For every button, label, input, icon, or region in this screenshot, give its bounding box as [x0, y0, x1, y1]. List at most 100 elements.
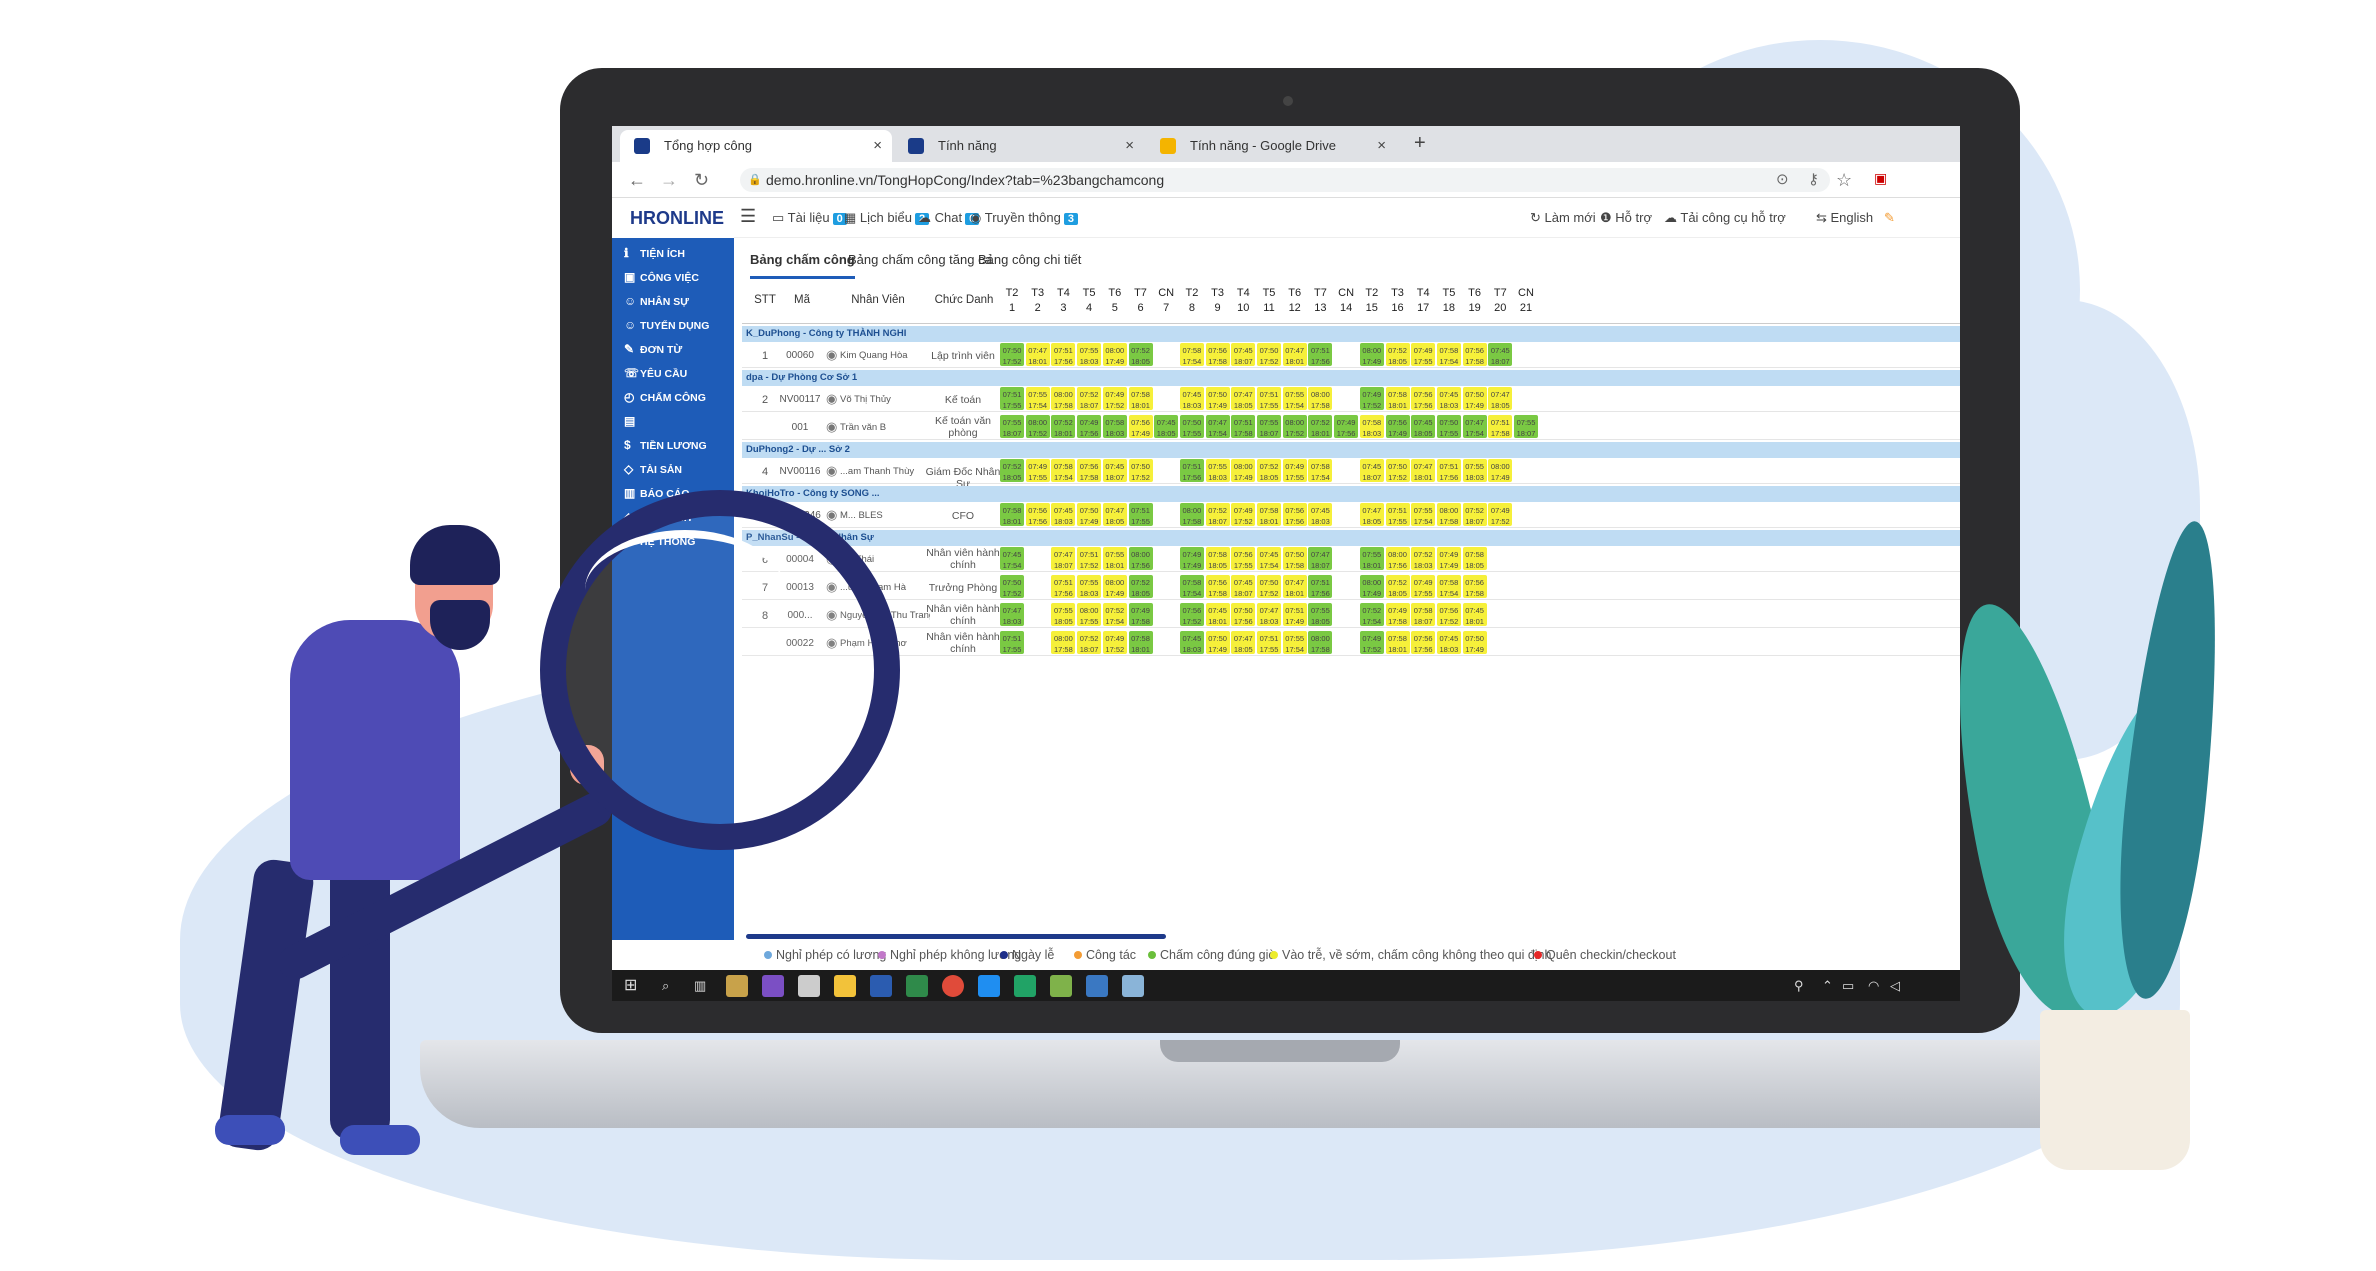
day-cell[interactable]: 07:56 17:55: [1231, 547, 1256, 570]
day-cell[interactable]: 07:45 18:03: [1308, 503, 1333, 526]
day-cell[interactable]: 08:00 17:49: [1359, 343, 1384, 366]
day-cell[interactable]: 07:49 17:58: [1385, 603, 1410, 626]
chrome-icon[interactable]: [942, 975, 964, 997]
day-cell[interactable]: 08:00 17:49: [1488, 459, 1513, 482]
tab-bang-cham-cong[interactable]: Bảng chấm công: [750, 252, 855, 279]
day-cell[interactable]: 07:55 18:07: [1257, 415, 1281, 438]
day-cell[interactable]: 08:00 17:56: [1128, 547, 1153, 570]
day-cell[interactable]: 07:51 17:55: [1385, 503, 1410, 526]
key-icon[interactable]: ⚷: [1808, 171, 1819, 188]
extension-icon[interactable]: ▣: [1874, 170, 1888, 186]
day-cell[interactable]: 07:58 18:01: [1000, 503, 1024, 526]
day-cell[interactable]: 07:52 18:05: [1128, 575, 1153, 598]
day-cell[interactable]: 07:49 17:58: [1128, 603, 1153, 626]
browser-tab[interactable]: Tính năng - Google Drive ×: [1146, 130, 1396, 162]
day-cell[interactable]: 07:50 17:52: [1257, 575, 1281, 598]
day-cell[interactable]: 07:50 17:49: [1205, 631, 1230, 654]
day-cell[interactable]: 07:58 18:03: [1102, 415, 1127, 438]
browser-tab-active[interactable]: Tổng hợp công ×: [620, 130, 892, 162]
day-cell[interactable]: 07:51 17:58: [1488, 415, 1513, 438]
day-cell[interactable]: 07:56 17:58: [1077, 459, 1102, 482]
day-cell[interactable]: 07:50 17:58: [1282, 547, 1307, 570]
table-row[interactable]: 1 00060 ◉ Kim Quang Hòa Lập trình viên 07:50 …: [742, 342, 1960, 368]
day-cell[interactable]: 07:56 17:56: [1025, 503, 1050, 526]
day-cell[interactable]: 07:45 18:07: [1231, 575, 1256, 598]
excel-tool-icon[interactable]: [906, 975, 928, 997]
day-cell[interactable]: 07:49 17:55: [1411, 575, 1436, 598]
day-cell[interactable]: 07:56 17:56: [1411, 631, 1436, 654]
file-explorer-icon[interactable]: [834, 975, 856, 997]
table-row[interactable]: 00022 ◉ Phạm Hoài Thơ Nhân viên hành chính 0…: [742, 630, 1960, 656]
day-cell[interactable]: 08:00 17:58: [1308, 631, 1333, 654]
day-cell[interactable]: 07:49 17:56: [1334, 415, 1359, 438]
day-cell[interactable]: 07:56 17:49: [1385, 415, 1410, 438]
day-cell[interactable]: 08:00 17:52: [1282, 415, 1307, 438]
day-cell[interactable]: 07:52 18:07: [1462, 503, 1487, 526]
day-cell[interactable]: 07:55 18:03: [1205, 459, 1230, 482]
day-cell[interactable]: 07:51 17:56: [1308, 343, 1333, 366]
day-cell[interactable]: 07:52 18:05: [1385, 343, 1410, 366]
day-cell[interactable]: 07:47 18:05: [1231, 631, 1256, 654]
day-cell[interactable]: 08:00 17:58: [1436, 503, 1461, 526]
volume-icon[interactable]: ◁: [1890, 978, 1900, 993]
day-cell[interactable]: 08:00 17:58: [1308, 387, 1333, 410]
day-cell[interactable]: 07:51 17:58: [1231, 415, 1256, 438]
day-cell[interactable]: 07:58 18:03: [1359, 415, 1384, 438]
day-cell[interactable]: 07:56 17:49: [1128, 415, 1153, 438]
day-cell[interactable]: 08:00 17:58: [1051, 631, 1076, 654]
day-cell[interactable]: 08:00 17:52: [1025, 415, 1050, 438]
day-cell[interactable]: 07:58 17:54: [1051, 459, 1076, 482]
day-cell[interactable]: 07:49 17:56: [1077, 415, 1102, 438]
day-cell[interactable]: 07:49 17:49: [1436, 547, 1461, 570]
day-cell[interactable]: 07:51 17:55: [1000, 387, 1024, 410]
day-cell[interactable]: 07:55 18:03: [1077, 575, 1102, 598]
day-cell[interactable]: 07:52 18:05: [1128, 343, 1153, 366]
close-icon[interactable]: ×: [873, 137, 882, 154]
reload-icon[interactable]: ↻: [694, 170, 710, 190]
forward-icon[interactable]: →: [660, 170, 678, 190]
sidebar-item[interactable]: ▤: [624, 414, 640, 428]
day-cell[interactable]: 07:45 18:07: [1231, 343, 1256, 366]
day-cell[interactable]: 07:45 18:03: [1179, 631, 1204, 654]
day-cell[interactable]: 08:00 17:56: [1385, 547, 1410, 570]
sidebar-item[interactable]: ✎ ĐƠN TỪ: [624, 342, 682, 356]
url-field[interactable]: 🔒 demo.hronline.vn/TongHopCong/Index?tab…: [740, 168, 1830, 192]
sidebar-item[interactable]: ☺ TUYỂN DỤNG: [624, 318, 709, 332]
day-cell[interactable]: 07:58 17:54: [1436, 343, 1461, 366]
day-cell[interactable]: 07:58 18:01: [1257, 503, 1281, 526]
notepad-icon[interactable]: [1050, 975, 1072, 997]
edit-icon[interactable]: ✎: [1884, 210, 1895, 225]
location-icon[interactable]: ⊙: [1776, 171, 1789, 188]
day-cell[interactable]: 07:55 18:01: [1102, 547, 1127, 570]
day-cell[interactable]: 07:47 18:07: [1051, 547, 1076, 570]
day-cell[interactable]: 07:45 18:07: [1488, 343, 1513, 366]
support-link[interactable]: ❶ Hỗ trợ: [1600, 210, 1652, 225]
sidebar-item[interactable]: ☏YÊU CẦU: [624, 366, 687, 380]
day-cell[interactable]: 07:47 18:01: [1411, 459, 1436, 482]
battery-icon[interactable]: ▭: [1842, 978, 1855, 993]
day-cell[interactable]: 07:50 17:52: [1257, 343, 1281, 366]
day-cell[interactable]: 07:56 17:58: [1205, 343, 1230, 366]
day-cell[interactable]: 07:49 17:55: [1025, 459, 1050, 482]
tab-bang-cham-cong-tang-ca[interactable]: Bảng chấm công tăng ca: [848, 252, 992, 267]
day-cell[interactable]: 07:55 18:01: [1359, 547, 1384, 570]
day-cell[interactable]: 07:58 18:01: [1385, 387, 1410, 410]
day-cell[interactable]: 07:58 18:01: [1385, 631, 1410, 654]
windows-start-icon[interactable]: ⊞: [624, 977, 638, 994]
day-cell[interactable]: 07:50 17:55: [1436, 415, 1461, 438]
day-cell[interactable]: 07:49 17:55: [1411, 343, 1436, 366]
day-cell[interactable]: 07:47 18:05: [1359, 503, 1384, 526]
day-cell[interactable]: 07:52 18:07: [1077, 387, 1102, 410]
people-icon[interactable]: ⚲: [1794, 978, 1804, 993]
day-cell[interactable]: 07:55 17:54: [1282, 631, 1307, 654]
photos-icon[interactable]: [1086, 975, 1108, 997]
day-cell[interactable]: 07:58 18:01: [1128, 387, 1153, 410]
day-cell[interactable]: 07:56 17:56: [1282, 503, 1307, 526]
day-cell[interactable]: 07:51 17:55: [1257, 631, 1281, 654]
day-cell[interactable]: 07:58 17:54: [1436, 575, 1461, 598]
day-cell[interactable]: 07:56 17:56: [1411, 387, 1436, 410]
sidebar-item[interactable]: $ TIỀN LƯƠNG: [624, 438, 707, 452]
day-cell[interactable]: 07:52 17:54: [1359, 603, 1384, 626]
day-cell[interactable]: 07:55 18:07: [1514, 415, 1538, 438]
table-row[interactable]: 6 00004 ◉ L... Thái Nhân viên hành chính 07:4…: [742, 546, 1960, 572]
